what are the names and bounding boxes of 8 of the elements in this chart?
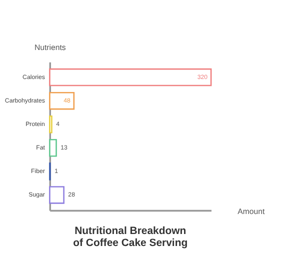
bar [49, 68, 212, 86]
bar [49, 115, 52, 134]
x-axis-title: Amount [238, 207, 266, 216]
bar [49, 92, 75, 110]
y-axis-title: Nutrients [34, 43, 66, 52]
bar [49, 186, 64, 204]
bar [49, 139, 57, 157]
text: Nutritional Breakdown of Coffee Cake Serving [73, 226, 188, 250]
